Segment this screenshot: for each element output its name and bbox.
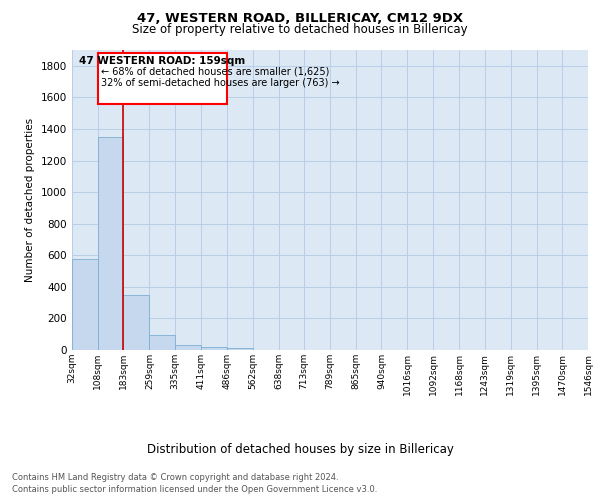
Text: Contains HM Land Registry data © Crown copyright and database right 2024.: Contains HM Land Registry data © Crown c… <box>12 472 338 482</box>
Bar <box>227 348 253 350</box>
Bar <box>98 53 227 104</box>
Text: 32% of semi-detached houses are larger (763) →: 32% of semi-detached houses are larger (… <box>101 78 339 88</box>
Bar <box>175 346 201 350</box>
Bar <box>124 294 149 350</box>
Bar <box>98 137 124 350</box>
Bar <box>72 259 98 350</box>
Text: Contains public sector information licensed under the Open Government Licence v3: Contains public sector information licen… <box>12 485 377 494</box>
Bar <box>149 335 175 350</box>
Text: ← 68% of detached houses are smaller (1,625): ← 68% of detached houses are smaller (1,… <box>101 66 329 76</box>
Bar <box>201 347 227 350</box>
Y-axis label: Number of detached properties: Number of detached properties <box>25 118 35 282</box>
Text: Size of property relative to detached houses in Billericay: Size of property relative to detached ho… <box>132 24 468 36</box>
Text: 47, WESTERN ROAD, BILLERICAY, CM12 9DX: 47, WESTERN ROAD, BILLERICAY, CM12 9DX <box>137 12 463 26</box>
Text: Distribution of detached houses by size in Billericay: Distribution of detached houses by size … <box>146 442 454 456</box>
Text: 47 WESTERN ROAD: 159sqm: 47 WESTERN ROAD: 159sqm <box>79 56 245 66</box>
